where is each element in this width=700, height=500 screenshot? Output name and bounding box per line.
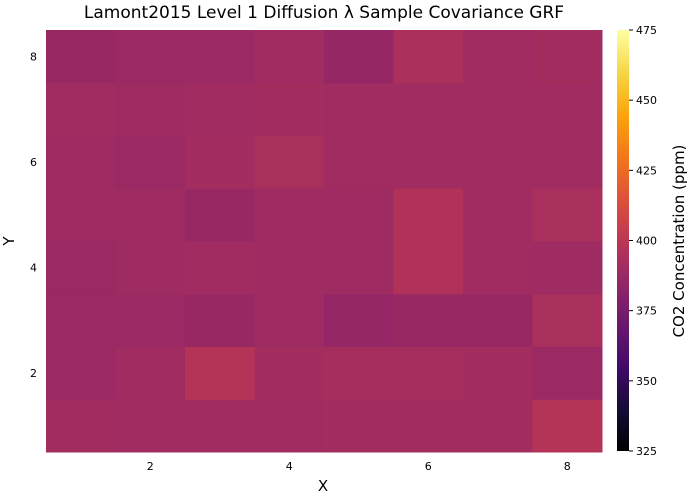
y-axis-label: Y	[0, 236, 18, 247]
x-axis-ticks: 2 4 6 8	[147, 460, 571, 473]
heatmap-cell	[254, 241, 325, 295]
x-tick-label: 2	[147, 460, 154, 473]
heatmap-cell	[324, 30, 394, 84]
heatmap-cell	[393, 346, 464, 400]
colorbar-tick-label: 450	[636, 94, 657, 107]
heatmap-cell	[185, 399, 255, 453]
heatmap-cell	[185, 135, 255, 189]
heatmap-cell	[254, 188, 325, 242]
y-tick-label: 8	[30, 50, 37, 63]
heatmap-cell	[185, 241, 255, 295]
heatmap-cell	[115, 188, 186, 242]
heatmap-cell	[393, 399, 464, 453]
colorbar-tick-label: 375	[636, 305, 657, 318]
heatmap-cell	[115, 135, 186, 189]
heatmap-cell	[46, 346, 116, 400]
heatmap-cell	[46, 188, 116, 242]
heatmap-cell	[46, 30, 116, 84]
heatmap-cell	[115, 241, 186, 295]
heatmap-cell	[324, 135, 394, 189]
colorbar-tick-label: 325	[636, 445, 657, 458]
heatmap-cell	[393, 241, 464, 295]
heatmap-cell	[115, 82, 186, 136]
x-axis-label: X	[318, 477, 328, 495]
heatmap-cell	[393, 82, 464, 136]
heatmap-cell	[324, 82, 394, 136]
heatmap-cell	[324, 293, 394, 347]
y-tick-label: 6	[30, 156, 37, 169]
heatmap-cell	[185, 293, 255, 347]
heatmap-cell	[254, 135, 325, 189]
heatmap-cell	[324, 346, 394, 400]
colorbar-tick-label: 425	[636, 164, 657, 177]
colorbar-label: CO2 Concentration (ppm)	[670, 145, 688, 338]
heatmap-cell	[463, 30, 533, 84]
heatmap-cell	[463, 399, 533, 453]
heatmap-cell	[532, 30, 603, 84]
heatmap-cell	[185, 188, 255, 242]
heatmap-cell	[532, 188, 603, 242]
heatmap-cell	[393, 188, 464, 242]
heatmap-cell	[185, 30, 255, 84]
heatmap-cell	[463, 188, 533, 242]
heatmap-cell	[185, 346, 255, 400]
heatmap-cell	[46, 399, 116, 453]
heatmap-cell	[463, 241, 533, 295]
heatmap-cell	[115, 399, 186, 453]
colorbar-tick-label: 400	[636, 235, 657, 248]
heatmap-cell	[115, 346, 186, 400]
heatmap-cell	[324, 241, 394, 295]
heatmap-cell	[46, 135, 116, 189]
heatmap-cell	[393, 135, 464, 189]
heatmap-cell	[463, 293, 533, 347]
heatmap-cell	[393, 293, 464, 347]
heatmap-cell	[393, 30, 464, 84]
heatmap-cell	[532, 346, 603, 400]
heatmap-cell	[46, 82, 116, 136]
heatmap-cell	[463, 135, 533, 189]
heatmap-cell	[324, 399, 394, 453]
y-tick-label: 2	[30, 367, 37, 380]
heatmap-cell	[532, 135, 603, 189]
heatmap-cell	[46, 241, 116, 295]
heatmap-cell	[463, 346, 533, 400]
heatmap-cell	[254, 346, 325, 400]
heatmap-cell	[463, 82, 533, 136]
heatmap-cell	[324, 188, 394, 242]
heatmap-cell	[254, 399, 325, 453]
heatmap-cell	[115, 293, 186, 347]
heatmap-cell	[254, 293, 325, 347]
heatmap-cell	[115, 30, 186, 84]
heatmap-cell	[532, 241, 603, 295]
y-tick-label: 4	[30, 261, 37, 274]
y-axis-ticks: 2 4 6 8	[30, 50, 37, 380]
colorbar-ticks: 325 350 375 400 425 450 475	[629, 24, 657, 458]
chart-title: Lamont2015 Level 1 Diffusion λ Sample Co…	[84, 3, 564, 23]
heatmap-cell	[254, 82, 325, 136]
heatmap-cell	[254, 30, 325, 84]
colorbar	[617, 30, 629, 451]
colorbar-tick-label: 350	[636, 375, 657, 388]
heatmap-cell	[532, 293, 603, 347]
x-tick-label: 4	[286, 460, 293, 473]
heatmap-cell	[46, 293, 116, 347]
heatmap-cell	[532, 399, 603, 453]
heatmap-cell	[532, 82, 603, 136]
colorbar-tick-label: 475	[636, 24, 657, 37]
heatmap-cells	[46, 30, 603, 453]
heatmap-cell	[185, 82, 255, 136]
x-tick-label: 8	[564, 460, 571, 473]
x-tick-label: 6	[425, 460, 432, 473]
